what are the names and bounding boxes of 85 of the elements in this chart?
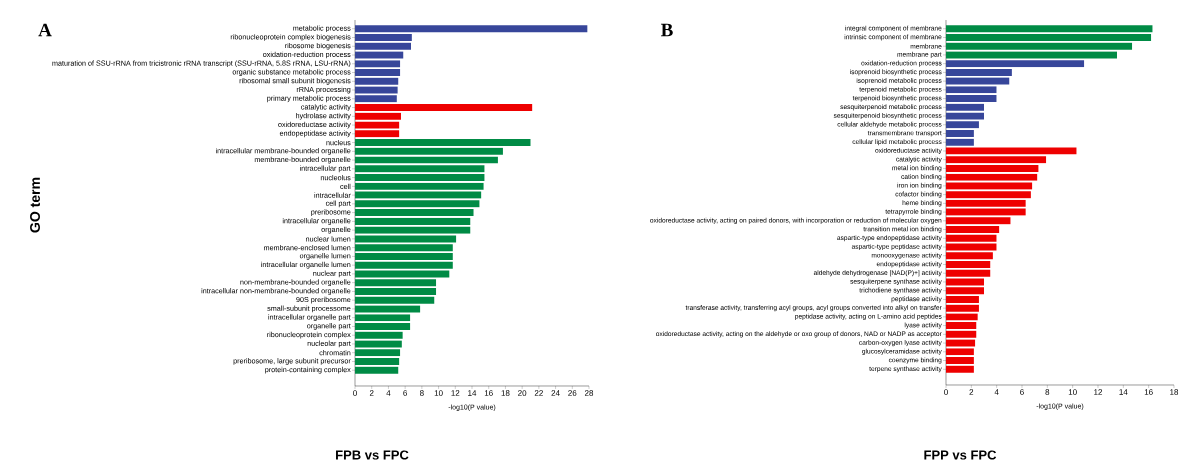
bar <box>355 244 453 252</box>
x-tick-label: 4 <box>994 389 999 395</box>
bar <box>355 217 471 225</box>
x-tick-label: 20 <box>518 390 527 396</box>
text: FPB vs FPC <box>336 450 409 460</box>
bar <box>946 60 1085 68</box>
x-tick-label: 18 <box>501 390 510 396</box>
bar <box>946 33 1152 41</box>
bar <box>355 182 484 190</box>
bar <box>946 330 977 338</box>
bar <box>355 366 399 374</box>
x-tick-label: 0 <box>353 390 357 396</box>
bar <box>355 200 480 208</box>
bar <box>355 104 533 112</box>
x-tick-label: 16 <box>1144 389 1153 395</box>
bar <box>946 138 974 146</box>
bar <box>946 68 1012 76</box>
bar <box>355 25 588 33</box>
bar <box>946 287 984 295</box>
x-tick-label: 24 <box>551 390 560 396</box>
y-axis-title: GO term <box>30 177 40 233</box>
x-tick-label: 12 <box>1094 389 1103 395</box>
bar <box>355 42 411 50</box>
bar <box>946 357 974 365</box>
x-tick-label: 6 <box>1020 389 1024 395</box>
bar <box>946 322 977 330</box>
x-tick-label: 26 <box>568 390 577 396</box>
bar <box>946 304 979 312</box>
bar <box>355 331 403 339</box>
bar <box>355 147 503 155</box>
bar <box>946 182 1033 190</box>
bar <box>946 164 1039 172</box>
bar <box>355 296 435 304</box>
text: FPP vs FPC <box>924 450 997 460</box>
bar <box>946 234 997 242</box>
x-tick-label: 14 <box>468 390 477 396</box>
bar <box>355 235 457 243</box>
bar <box>946 199 1026 207</box>
bar <box>946 191 1031 199</box>
text: A <box>38 23 52 37</box>
bar <box>946 147 1077 155</box>
bar <box>946 95 997 103</box>
bar <box>355 112 401 120</box>
bar <box>355 51 404 59</box>
bar <box>355 174 485 182</box>
bar <box>355 139 531 147</box>
x-tick-label: 2 <box>369 390 374 396</box>
bar <box>946 295 979 303</box>
x-tick-label: 10 <box>434 390 443 396</box>
bar <box>946 365 974 373</box>
bar <box>355 322 411 330</box>
x-tick-label: 14 <box>1119 389 1128 395</box>
bar <box>946 260 991 268</box>
x-tick-label: 18 <box>1170 389 1179 395</box>
bar <box>355 357 400 365</box>
bar <box>946 226 1000 234</box>
x-tick-label: 12 <box>451 390 460 396</box>
bar <box>946 77 1010 85</box>
bar <box>946 339 976 347</box>
bar <box>946 217 1011 225</box>
x-tick-label: 0 <box>944 389 948 395</box>
bar <box>355 34 412 42</box>
bar <box>946 42 1133 50</box>
bar <box>946 156 1047 164</box>
bar <box>355 349 401 357</box>
bar <box>946 103 984 111</box>
x-tick-label: 4 <box>386 390 391 396</box>
text: B <box>660 23 673 37</box>
bar <box>355 209 474 217</box>
x-tick-label: 22 <box>534 390 543 396</box>
bar <box>355 287 437 295</box>
x-tick-label: 6 <box>403 390 408 396</box>
x-tick-label: 8 <box>419 390 424 396</box>
bar <box>946 130 974 137</box>
bar <box>355 165 485 173</box>
x-tick-label: 8 <box>1045 389 1050 395</box>
x-tick-label: 2 <box>969 389 974 395</box>
bar <box>355 77 399 85</box>
x-tick-label: 16 <box>484 390 493 396</box>
bar <box>355 252 453 260</box>
bar <box>355 279 437 287</box>
x-tick-label: 10 <box>1068 389 1077 395</box>
bar <box>946 25 1153 33</box>
x-tick-label: 28 <box>584 390 594 396</box>
bar <box>355 69 401 77</box>
